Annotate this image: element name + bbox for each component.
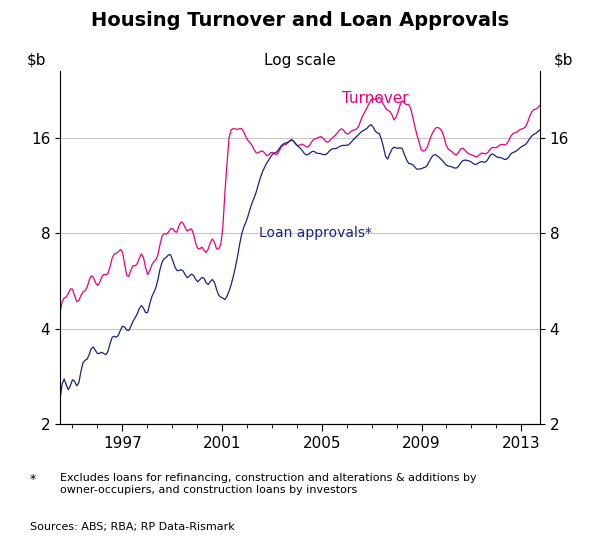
Text: $b: $b bbox=[26, 52, 46, 67]
Text: Loan approvals*: Loan approvals* bbox=[259, 226, 373, 240]
Text: *: * bbox=[30, 473, 36, 486]
Text: Housing Turnover and Loan Approvals: Housing Turnover and Loan Approvals bbox=[91, 11, 509, 30]
Text: Sources: ABS; RBA; RP Data-Rismark: Sources: ABS; RBA; RP Data-Rismark bbox=[30, 522, 235, 532]
Title: Log scale: Log scale bbox=[264, 53, 336, 68]
Text: Excludes loans for refinancing, construction and alterations & additions by
owne: Excludes loans for refinancing, construc… bbox=[60, 473, 476, 495]
Text: Turnover: Turnover bbox=[342, 91, 409, 107]
Text: $b: $b bbox=[554, 52, 574, 67]
